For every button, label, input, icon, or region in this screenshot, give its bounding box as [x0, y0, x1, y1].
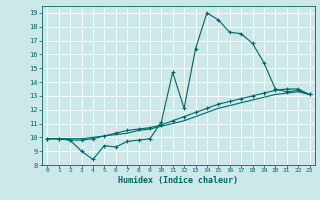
X-axis label: Humidex (Indice chaleur): Humidex (Indice chaleur)	[118, 176, 238, 185]
